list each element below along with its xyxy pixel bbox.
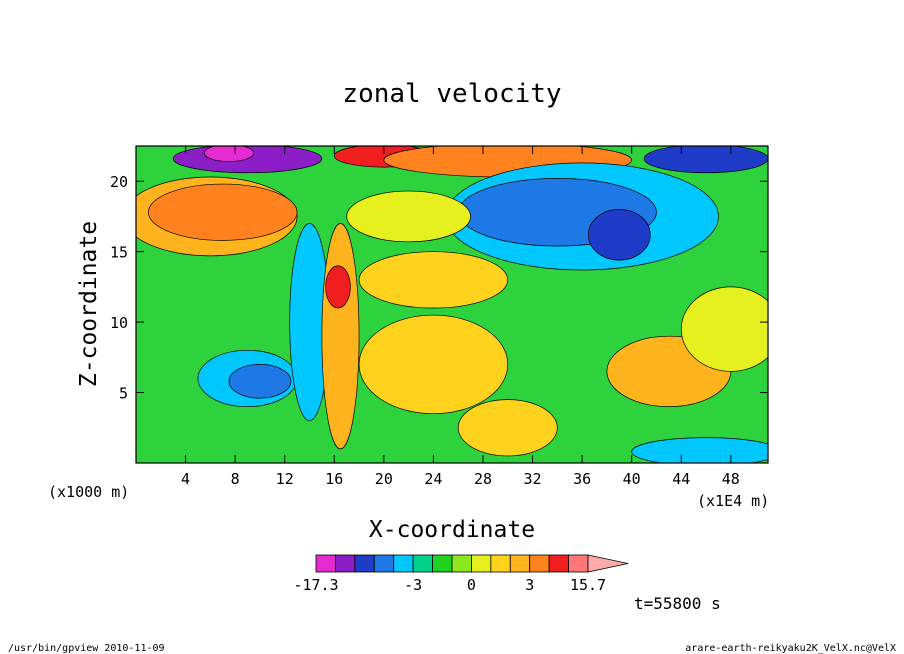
plot-frame	[135, 145, 769, 464]
colorbar-bin	[412, 554, 433, 573]
contour-region-17	[457, 399, 558, 457]
y-tick-label: 15	[110, 244, 128, 262]
x-unit-label: (x1E4 m)	[697, 492, 769, 510]
colorbar-tick-labels: -17.3 -3 0 3 15.7	[293, 576, 606, 594]
colorbar-bin	[373, 554, 395, 573]
contour-region-21	[631, 437, 768, 463]
x-tick-label: 32	[524, 470, 542, 488]
colorbar	[315, 554, 629, 573]
colorbar-bin	[548, 554, 569, 573]
file-footer: arare-earth-reikyaku2K_VelX.nc@VelX	[685, 643, 896, 654]
colorbar-bin	[490, 554, 511, 573]
x-axis-ticks: 4 8 12 16 20 24 28 32 36 40 44 48	[181, 146, 740, 488]
y-tick-label: 5	[119, 385, 128, 403]
colorbar-tick-label: -17.3	[293, 576, 338, 594]
colorbar-bin	[529, 554, 550, 573]
x-tick-label: 28	[474, 470, 492, 488]
x-tick-label: 44	[672, 470, 690, 488]
x-tick-label: 48	[722, 470, 740, 488]
contour-region-20	[325, 265, 351, 309]
contour-region-4	[643, 146, 768, 174]
y-axis-label: Z-coordinate	[76, 221, 102, 387]
contour-region-13	[228, 364, 292, 399]
x-tick-label: 36	[573, 470, 591, 488]
x-tick-label: 12	[276, 470, 294, 488]
x-tick-label: 20	[375, 470, 393, 488]
x-tick-label: 4	[181, 470, 190, 488]
program-footer: /usr/bin/gpview 2010-11-09	[8, 643, 165, 654]
colorbar-tick-label: -3	[404, 576, 422, 594]
contour-region-10	[346, 190, 471, 243]
colorbar-bin	[393, 554, 414, 573]
contour-field	[136, 146, 768, 463]
y-tick-label: 10	[110, 314, 128, 332]
colorbar-bin	[568, 554, 589, 573]
colorbar-bin	[335, 554, 356, 573]
x-tick-label: 40	[623, 470, 641, 488]
x-axis-label: X-coordinate	[369, 517, 535, 543]
time-label: t=55800 s	[634, 594, 721, 613]
contour-region-16	[680, 286, 768, 372]
y-tick-label: 20	[110, 173, 128, 191]
contour-region-19	[321, 223, 360, 450]
colorbar-tick-label: 15.7	[570, 576, 606, 594]
colorbar-bin	[354, 554, 375, 573]
colorbar-bin	[451, 554, 472, 573]
contour-region-9	[587, 209, 651, 261]
x-tick-label: 24	[424, 470, 442, 488]
colorbar-bin	[509, 554, 531, 573]
colorbar-bin	[471, 554, 492, 573]
contour-region-14	[358, 314, 509, 415]
colorbar-tick-label: 3	[525, 576, 534, 594]
chart-title: zonal velocity	[342, 79, 561, 109]
colorbar-bin	[432, 554, 453, 573]
contour-region-6	[148, 183, 298, 241]
y-axis-ticks: 5 10 15 20	[110, 173, 768, 403]
contour-region-11	[358, 251, 509, 309]
x-tick-label: 16	[325, 470, 343, 488]
colorbar-bin	[315, 554, 336, 573]
colorbar-tick-label: 0	[467, 576, 476, 594]
contour-region-1	[203, 146, 255, 162]
y-unit-label: (x1000 m)	[48, 483, 129, 501]
x-tick-label: 8	[231, 470, 240, 488]
colorbar-extend-arrow	[587, 554, 629, 573]
